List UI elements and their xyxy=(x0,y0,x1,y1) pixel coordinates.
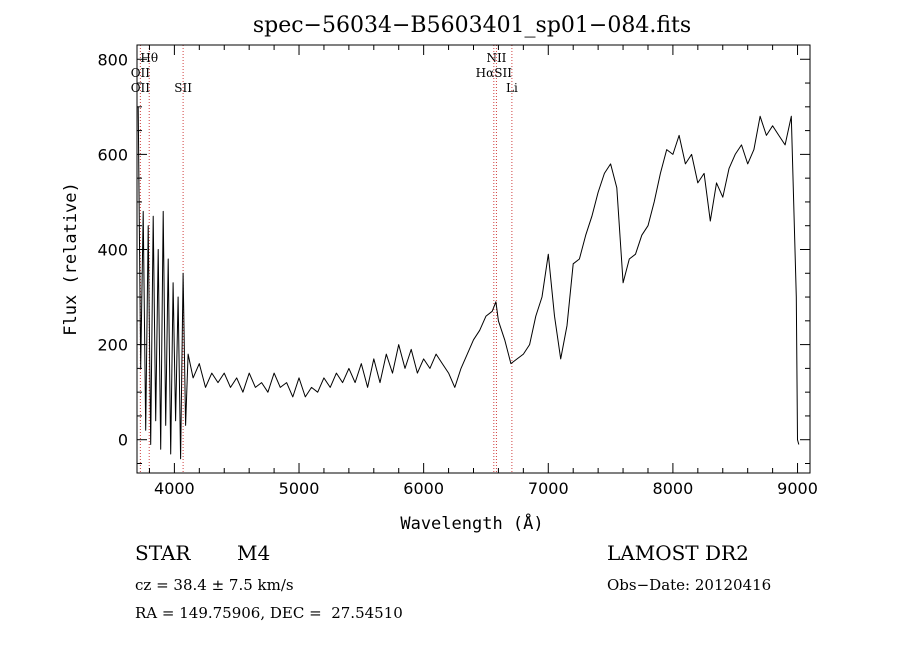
y-axis-label: Flux (relative) xyxy=(61,182,81,336)
x-tick-label-4000: 4000 xyxy=(154,479,195,498)
chart-title: spec−56034−B5603401_sp01−084.fits xyxy=(253,13,691,38)
marker-label-6: Li xyxy=(506,81,518,95)
x-axis-label: Wavelength (Å) xyxy=(400,512,543,534)
marker-label-2: OII xyxy=(131,81,151,95)
marker-label-4: NII xyxy=(486,51,506,65)
x-tick-label-8000: 8000 xyxy=(653,479,694,498)
marker-label-3: SII xyxy=(174,81,192,95)
object-subclass: M4 xyxy=(237,541,271,565)
y-tick-label-0: 0 xyxy=(118,431,128,450)
x-tick-label-6000: 6000 xyxy=(403,479,444,498)
y-tick-label-400: 400 xyxy=(97,240,128,259)
y-axis-ticks: 0 200 400 600 800 xyxy=(97,50,810,464)
y-tick-label-800: 800 xyxy=(97,50,128,69)
object-class: STAR xyxy=(135,541,191,565)
observation-date: Obs−Date: 20120416 xyxy=(607,576,772,594)
x-axis-ticks: 4000 5000 6000 7000 8000 9000 xyxy=(148,45,818,498)
x-tick-label-5000: 5000 xyxy=(279,479,320,498)
y-tick-label-200: 200 xyxy=(97,336,128,355)
marker-label-1: OII xyxy=(131,66,151,80)
survey-name: LAMOST DR2 xyxy=(607,541,749,565)
plot-frame xyxy=(136,44,811,474)
x-tick-label-9000: 9000 xyxy=(777,479,818,498)
x-tick-label-7000: 7000 xyxy=(528,479,569,498)
y-tick-label-600: 600 xyxy=(97,145,128,164)
sky-coordinates: RA = 149.75906, DEC = 27.54510 xyxy=(135,604,403,622)
redshift-velocity: cz = 38.4 ± 7.5 km/s xyxy=(135,576,294,594)
marker-label-5: HαSII xyxy=(476,66,513,80)
spectrum-series xyxy=(137,106,800,460)
marker-label-0: Hθ xyxy=(140,51,158,65)
spectrum-line xyxy=(137,106,800,460)
